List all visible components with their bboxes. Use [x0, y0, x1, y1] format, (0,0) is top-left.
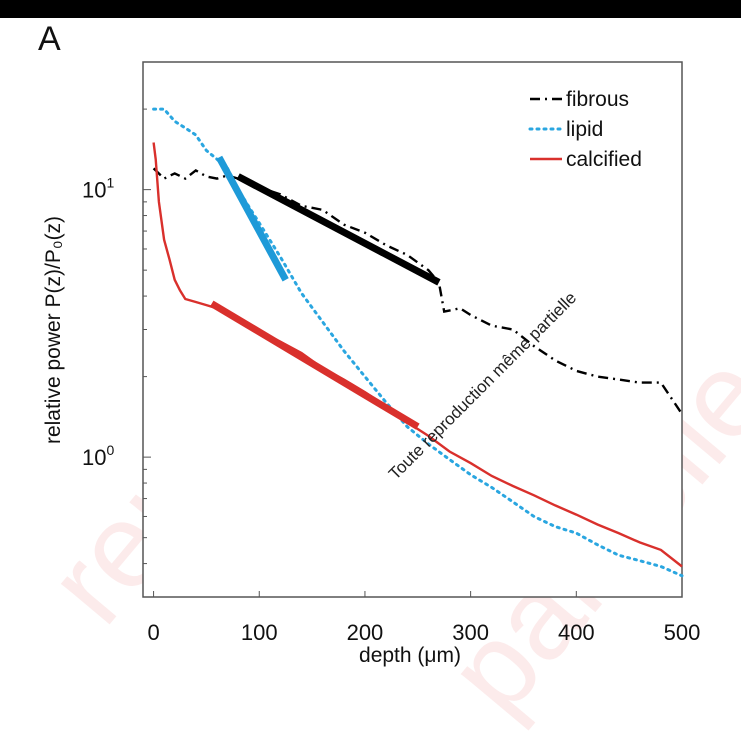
y-axis-label: relative power P(z)/P₀(z): [42, 216, 65, 444]
chart-legend: fibrous lipid calcified: [528, 88, 642, 171]
y-tick-label: 101: [82, 175, 114, 203]
x-axis-label: depth (μm): [359, 644, 461, 667]
y-tick-exponent: 1: [106, 175, 114, 191]
y-tick-labels: 101 100: [82, 175, 114, 471]
x-tick-labels: 0 100 200 300 400 500: [147, 620, 700, 645]
plot-frame: [142, 61, 683, 598]
y-tick-exponent: 0: [106, 442, 114, 458]
fit-lipid-line: [216, 155, 289, 282]
legend-label-calcified: calcified: [566, 148, 642, 171]
x-tick-label: 500: [664, 620, 701, 645]
x-tick-label: 0: [147, 620, 159, 645]
fit-lines: [209, 155, 441, 430]
fit-calcified-line: [209, 300, 420, 430]
x-tick-label: 200: [347, 620, 384, 645]
x-tick-label: 100: [241, 620, 278, 645]
series-lipid-line: [152, 107, 684, 578]
top-black-bar: [0, 0, 741, 18]
y-tick-label: 100: [82, 442, 114, 470]
x-tick-label: 300: [452, 620, 489, 645]
legend-label-fibrous: fibrous: [566, 88, 629, 111]
series-fibrous-line: [152, 167, 683, 415]
legend-label-lipid: lipid: [566, 118, 603, 141]
x-tick-label: 400: [558, 620, 595, 645]
panel-label: A: [38, 20, 61, 58]
plot-area: [142, 61, 684, 598]
fit-fibrous-line: [236, 173, 441, 286]
axis-ticks: [143, 61, 683, 598]
